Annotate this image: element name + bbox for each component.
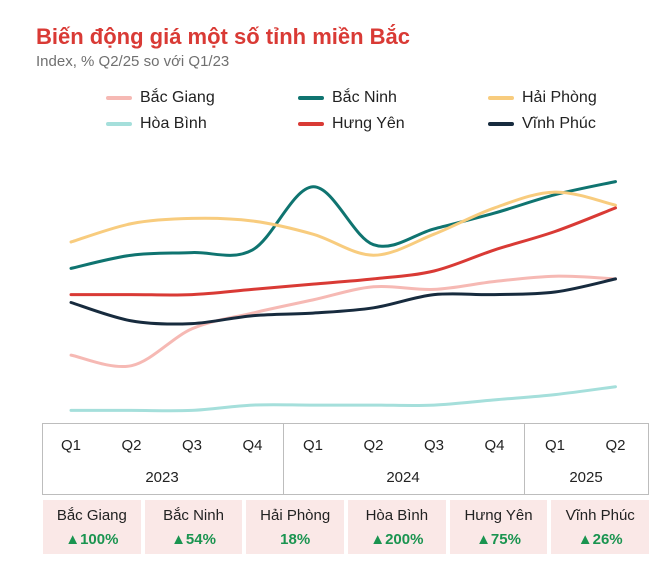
x-tick-label: Q4: [242, 437, 263, 454]
x-tick-label: Q4: [484, 437, 505, 454]
series-line-hoa-binh: [69, 385, 617, 413]
summary-change: ▲100%: [65, 530, 119, 548]
x-year-label: 2025: [569, 469, 603, 486]
summary-province: Bắc Giang: [56, 506, 127, 524]
legend-swatch: [298, 96, 324, 100]
summary-cell-bac-ninh: Bắc Ninh ▲54%: [144, 500, 243, 554]
summary-change: 18%: [280, 530, 311, 548]
summary-cell-hoa-binh: Hòa Bình ▲200%: [348, 500, 446, 554]
series-line-bac-giang: [69, 274, 617, 369]
summary-province: Hưng Yên: [464, 506, 533, 524]
x-tick-label: Q2: [363, 437, 384, 454]
summary-province: Hòa Bình: [365, 506, 429, 524]
series-line-vinh-phuc: [69, 277, 617, 326]
summary-province: Bắc Ninh: [163, 506, 224, 524]
series-line-hai-phong: [69, 190, 617, 257]
x-tick-label: Q2: [605, 437, 626, 454]
legend-label: Hải Phòng: [522, 89, 597, 106]
series-line-hung-yen: [69, 206, 617, 297]
year-divider: [283, 423, 284, 495]
legend-item-vinh-phuc: Vĩnh Phúc: [488, 114, 596, 134]
x-tick-label: Q1: [60, 437, 82, 454]
legend-label: Bắc Giang: [140, 89, 215, 106]
summary-row: Bắc Giang ▲100% Bắc Ninh ▲54% Hải Phòng 18% Hò…: [43, 500, 650, 554]
summary-cell-hung-yen: Hưng Yên ▲75%: [449, 500, 548, 554]
summary-change: ▲200%: [370, 530, 424, 548]
x-tick-label: Q3: [423, 437, 445, 454]
legend-item-hoa-binh: Hòa Bình: [106, 114, 207, 134]
legend-label: Hưng Yên: [332, 115, 405, 132]
summary-province: Hải Phòng: [260, 506, 331, 524]
legend-swatch: [298, 122, 324, 126]
summary-change: ▲75%: [476, 530, 521, 548]
legend-label: Hòa Bình: [140, 115, 207, 132]
x-axis: [42, 423, 649, 495]
x-year-label: 2024: [386, 469, 420, 486]
legend-item-hai-phong: Hải Phòng: [488, 88, 597, 108]
x-tick-label: Q3: [181, 437, 203, 454]
legend-swatch: [106, 96, 132, 100]
legend-swatch: [106, 122, 132, 126]
summary-change: ▲54%: [171, 530, 216, 548]
legend-item-bac-ninh: Bắc Ninh: [298, 88, 397, 108]
legend-label: Bắc Ninh: [332, 89, 397, 106]
x-year-label: 2023: [145, 469, 179, 486]
x-tick-label: Q1: [302, 437, 324, 454]
x-tick-label: Q1: [544, 437, 566, 454]
summary-cell-bac-giang: Bắc Giang ▲100%: [43, 500, 141, 554]
series-line-bac-ninh: [69, 180, 617, 270]
summary-cell-hai-phong: Hải Phòng 18%: [246, 500, 345, 554]
legend-item-bac-giang: Bắc Giang: [106, 88, 215, 108]
chart-title: Biến động giá một số tỉnh miền Bắc: [36, 24, 411, 49]
legend-swatch: [488, 122, 514, 126]
summary-change: ▲26%: [577, 530, 623, 548]
legend-label: Vĩnh Phúc: [522, 115, 596, 132]
year-divider: [524, 423, 525, 495]
summary-cell-vinh-phuc: Vĩnh Phúc ▲26%: [551, 500, 650, 554]
chart-subtitle: Index, % Q2/25 so với Q1/23: [36, 53, 230, 70]
legend-swatch: [488, 96, 514, 100]
legend-item-hung-yen: Hưng Yên: [298, 114, 405, 134]
x-tick-label: Q2: [121, 437, 142, 454]
summary-province: Vĩnh Phúc: [565, 506, 635, 524]
